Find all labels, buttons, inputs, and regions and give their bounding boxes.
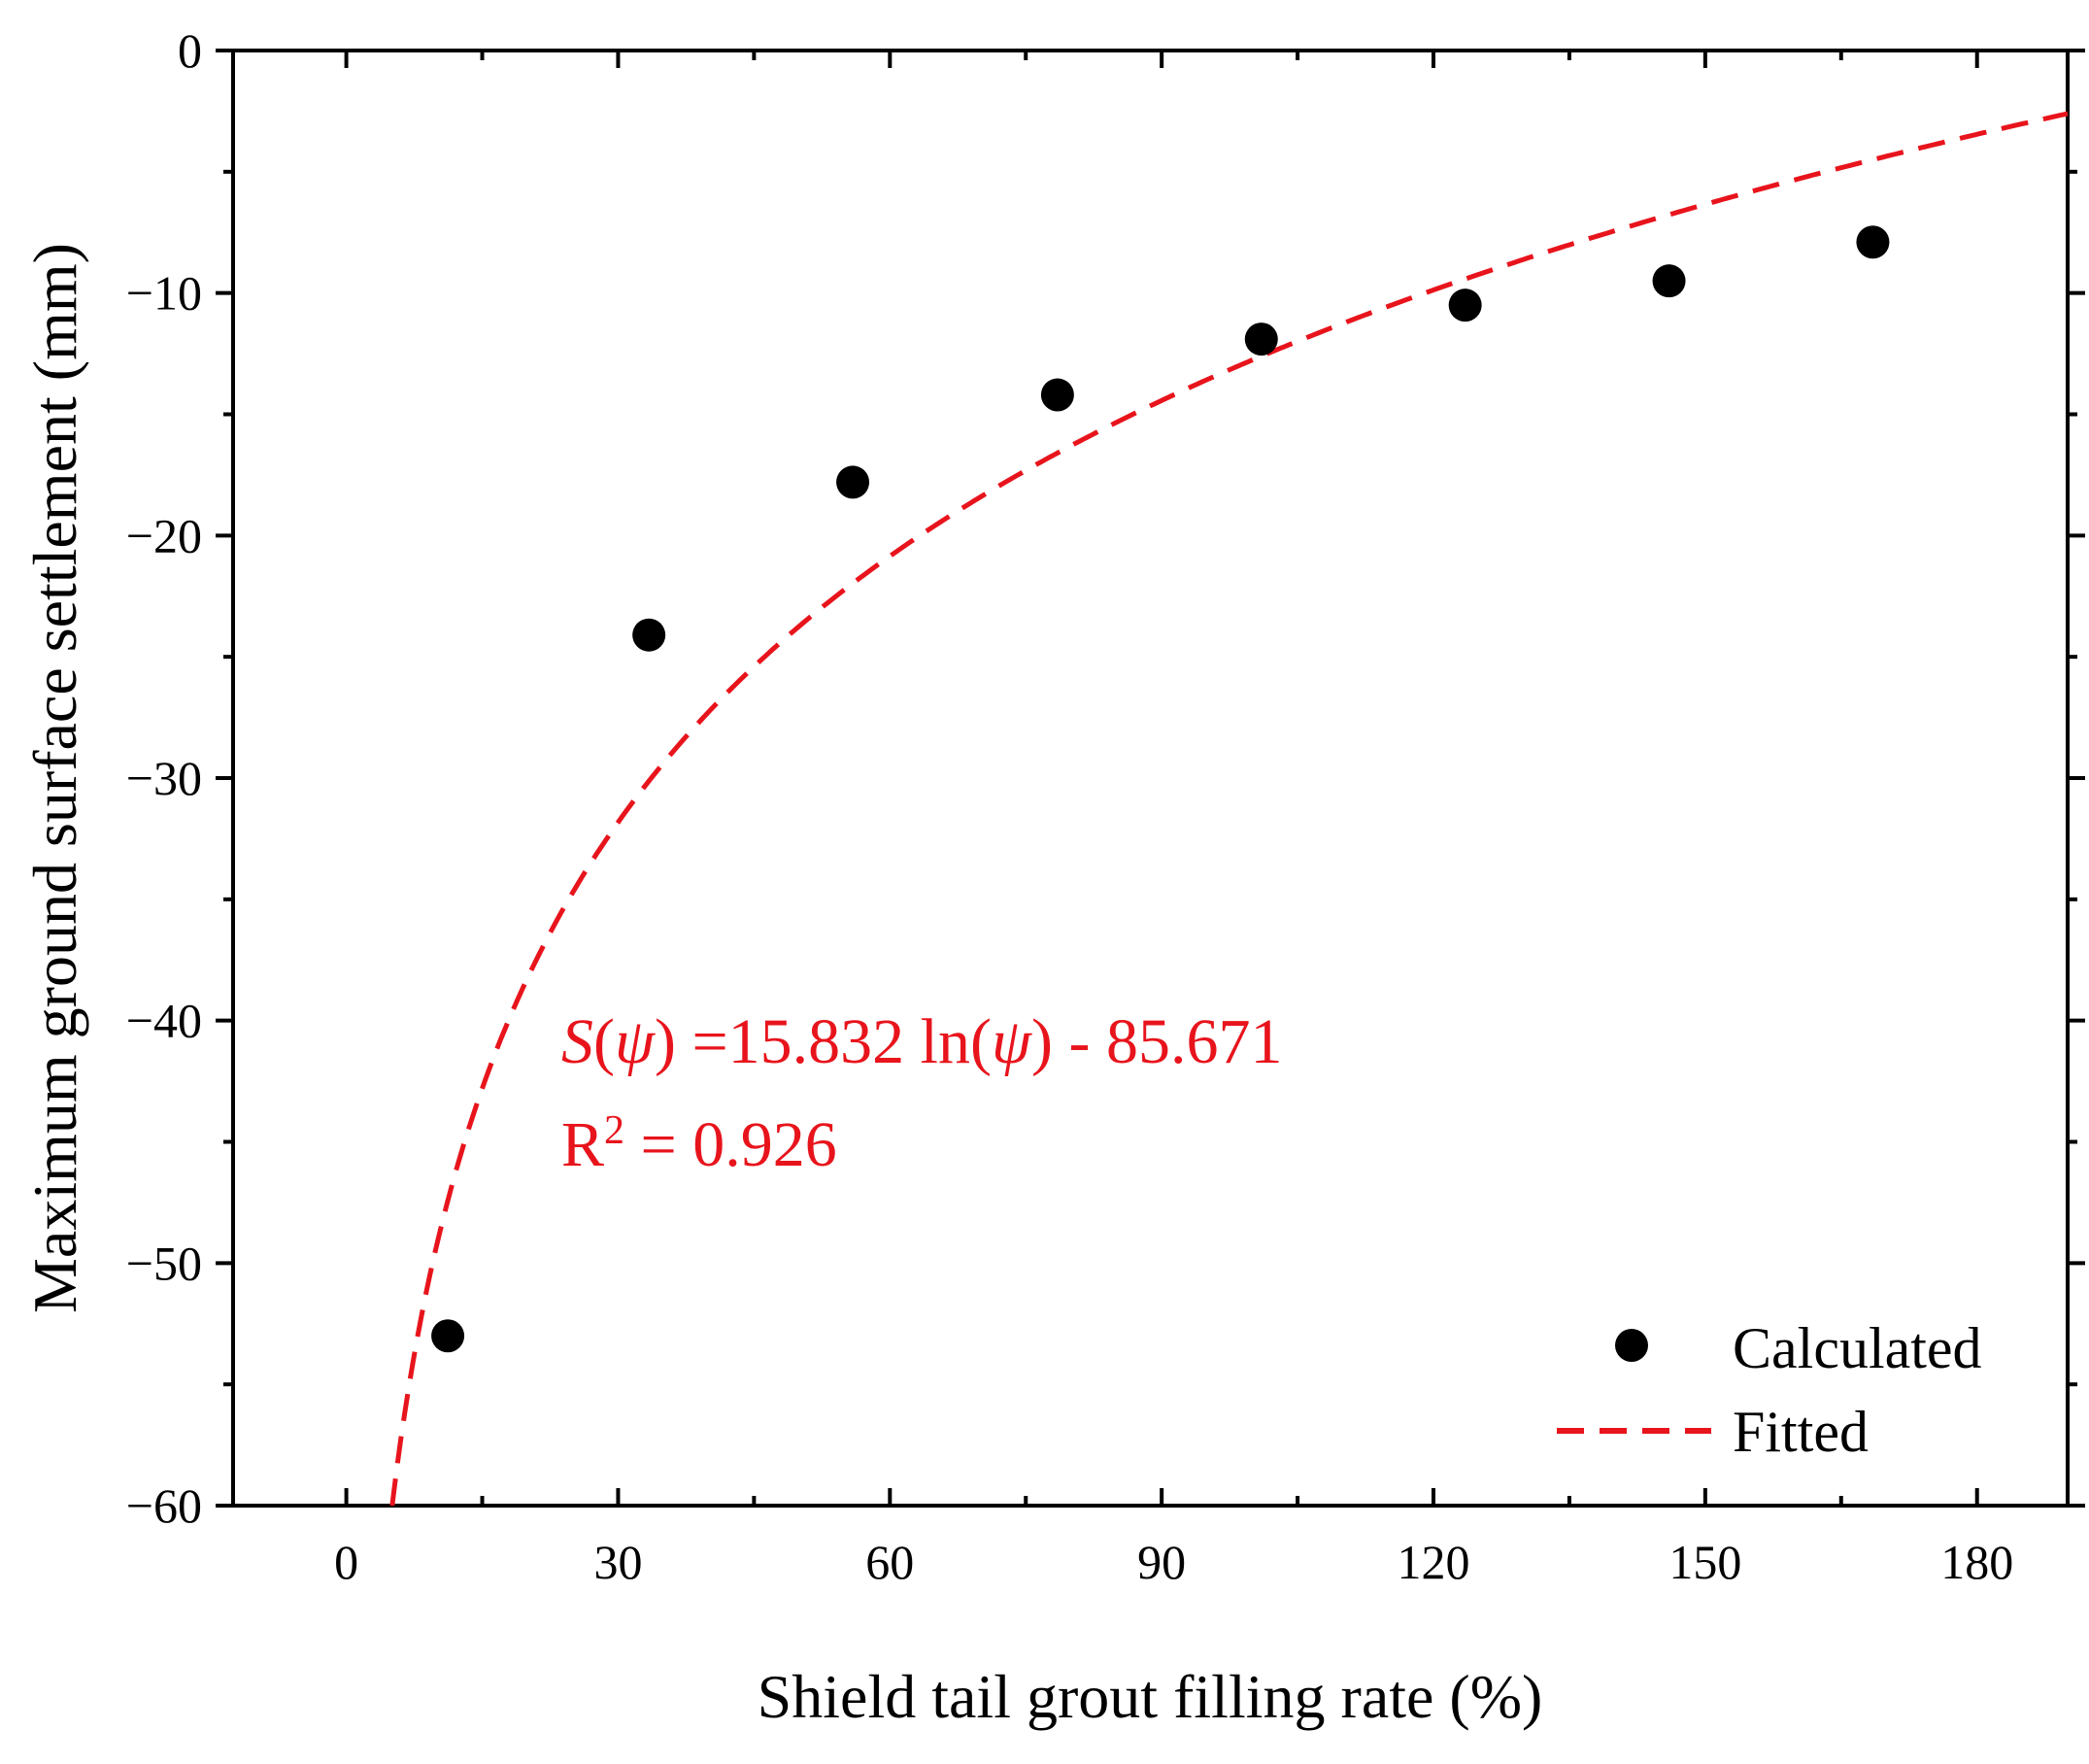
x-tick-label: 30 [593,1535,642,1589]
r2-label: R [561,1109,604,1180]
y-tick-label: −10 [126,266,202,321]
data-point-calculated [1448,288,1482,322]
r2-value: = 0.926 [624,1109,837,1180]
eq-psi: ψ [615,1006,656,1077]
eq-psi2: ψ [992,1006,1032,1077]
x-axis-ticks: 0 30 60 90 120 150 180 [334,51,2013,1589]
eq-open: ( [593,1006,615,1077]
plot-area-frame [231,49,2070,1508]
y-tick-label: −50 [126,1236,202,1290]
data-point-calculated [431,1319,465,1353]
data-point-calculated [1244,322,1278,356]
points-layer [431,225,1890,1353]
legend-label-calculated: Calculated [1733,1316,1982,1380]
fitted-curve [389,111,2069,1507]
x-tick-label: 150 [1668,1535,1741,1589]
r-squared: R2 = 0.926 [561,1108,837,1180]
x-tick-label: 0 [334,1535,358,1589]
y-tick-label: 0 [178,23,202,78]
eq-s: S [561,1006,593,1077]
y-tick-label: −20 [126,508,202,562]
legend-label-fitted: Fitted [1733,1400,1869,1464]
x-tick-label: 180 [1940,1535,2013,1589]
x-tick-label: 60 [865,1535,914,1589]
data-point-calculated [1856,225,1890,259]
y-axis-ticks: 0 −10 −20 −30 −40 −50 −60 [126,23,2085,1533]
y-axis-title: Maximum ground surface settlement (mm) [20,243,89,1313]
data-point-calculated [836,465,870,499]
x-axis-title: Shield tail grout filling rate (%) [758,1662,1543,1731]
x-tick-label: 120 [1398,1535,1470,1589]
legend-marker-calculated [1615,1329,1648,1362]
y-tick-label: −30 [126,751,202,805]
fit-equation: S(ψ) =15.832 ln(ψ) - 85.671 [561,1006,1282,1077]
data-point-calculated [632,618,666,652]
data-point-calculated [1652,264,1686,298]
r2-sup: 2 [604,1108,624,1153]
y-tick-label: −40 [126,994,202,1048]
y-tick-label: −60 [126,1478,202,1533]
eq-end: ) - 85.671 [1031,1006,1282,1077]
eq-mid: ) =15.832 ln( [655,1006,992,1077]
fit-layer [389,111,2069,1507]
data-point-calculated [1040,378,1074,412]
x-tick-label: 90 [1137,1535,1186,1589]
legend: Calculated Fitted [1557,1316,1982,1464]
